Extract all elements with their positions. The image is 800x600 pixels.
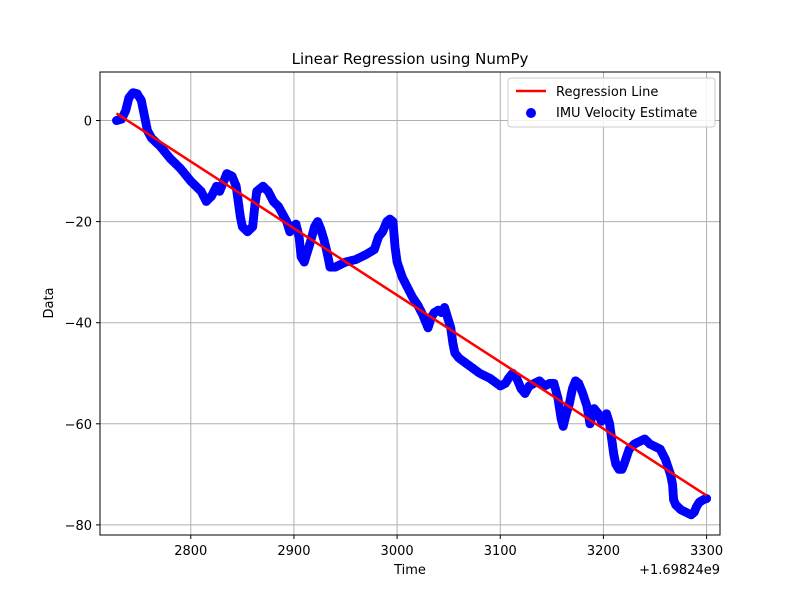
x-tick-label: 2800 xyxy=(174,544,207,559)
x-tick-label: 3100 xyxy=(484,544,517,559)
y-tick-label: −40 xyxy=(65,317,92,332)
legend-scatter-swatch xyxy=(526,108,536,118)
y-tick-label: −20 xyxy=(65,216,92,231)
legend-scatter-label: IMU Velocity Estimate xyxy=(556,106,697,121)
x-axis-label: Time xyxy=(393,563,426,578)
legend: Regression Line IMU Velocity Estimate xyxy=(507,77,716,128)
x-tick-label: 2900 xyxy=(277,544,310,559)
y-tick-label: −60 xyxy=(65,418,92,433)
legend-regression-label: Regression Line xyxy=(556,85,658,100)
scatter-point xyxy=(702,494,712,504)
data-layer xyxy=(112,88,712,520)
y-axis-label: Data xyxy=(42,287,57,318)
x-axis-offset-label: +1.69824e9 xyxy=(639,563,720,578)
x-tick-label: 3300 xyxy=(690,544,723,559)
regression-line xyxy=(115,112,708,497)
chart-title: Linear Regression using NumPy xyxy=(292,50,529,68)
y-tick-label: −80 xyxy=(65,519,92,534)
plot-frame xyxy=(99,71,721,536)
x-tick-label: 3000 xyxy=(381,544,414,559)
x-tick-label: 3200 xyxy=(587,544,620,559)
legend-box xyxy=(507,77,716,128)
axis-ticks: 2800 2900 3000 3100 3200 3300 0 −20 −40 −60 −80 xyxy=(65,115,724,559)
y-tick-label: 0 xyxy=(84,115,92,130)
